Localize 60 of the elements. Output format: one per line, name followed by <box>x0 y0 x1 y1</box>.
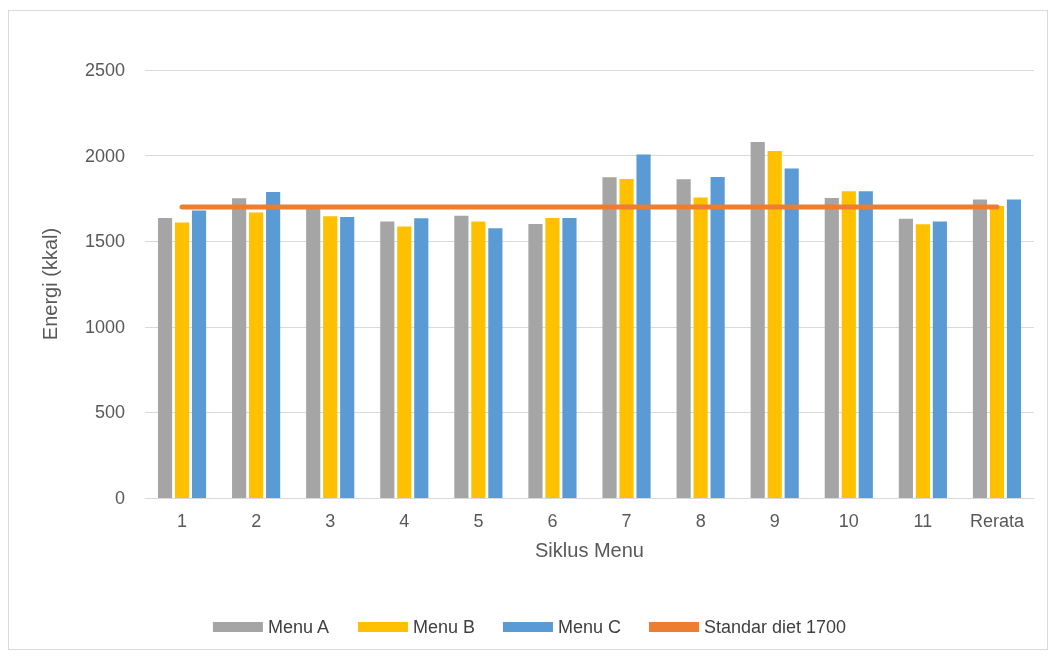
y-tick-label: 500 <box>94 402 125 423</box>
bar <box>306 208 321 498</box>
bar <box>619 178 634 498</box>
bar <box>898 218 913 498</box>
x-tick-label: 2 <box>251 511 262 531</box>
bar <box>232 198 247 498</box>
legend-label: Standar diet 1700 <box>703 617 847 637</box>
bar <box>602 177 617 498</box>
y-tick-label: 2000 <box>84 145 125 166</box>
bar <box>545 217 560 498</box>
bar <box>676 179 691 498</box>
x-tick-label: 10 <box>838 511 859 531</box>
x-axis-title: Siklus Menu <box>535 539 644 561</box>
bar <box>454 215 469 498</box>
x-tick-label: 4 <box>399 511 410 531</box>
x-tick-label: 9 <box>769 511 780 531</box>
y-axis-title: Energi (kkal) <box>39 227 61 341</box>
bar <box>414 218 429 498</box>
bar <box>323 216 338 498</box>
x-tick-label: 8 <box>695 511 706 531</box>
bar <box>710 177 725 498</box>
bar <box>636 154 651 498</box>
legend-label: Menu C <box>557 617 621 637</box>
bar <box>340 216 355 498</box>
x-tick-label: 1 <box>177 511 188 531</box>
bar <box>157 217 173 498</box>
bar <box>380 221 395 498</box>
x-tick-label: 7 <box>621 511 632 531</box>
bar <box>266 191 281 498</box>
bar <box>989 205 1005 498</box>
bar <box>841 191 856 498</box>
bar <box>174 222 190 498</box>
legend-label: Menu B <box>412 617 475 637</box>
bar <box>932 221 947 498</box>
bar <box>784 168 799 498</box>
bar <box>249 212 264 498</box>
x-tick-label: 6 <box>547 511 558 531</box>
y-tick-label: 1000 <box>84 316 125 337</box>
bar <box>471 221 486 498</box>
x-tick-label: Rerata <box>969 511 1025 531</box>
y-tick-label: 0 <box>114 488 125 508</box>
x-tick-label: 5 <box>473 511 484 531</box>
y-tick-label: 2500 <box>84 60 125 80</box>
bar <box>562 217 577 498</box>
bar <box>1006 199 1022 498</box>
bar <box>693 197 708 498</box>
bar <box>528 223 543 498</box>
bar <box>750 141 765 498</box>
bar <box>767 150 782 498</box>
legend-label: Menu A <box>267 617 329 637</box>
bar <box>488 228 503 498</box>
bar <box>858 191 873 498</box>
y-tick-label: 1500 <box>84 231 125 252</box>
bar <box>191 210 207 498</box>
bar <box>915 224 930 498</box>
x-tick-label: 3 <box>325 511 336 531</box>
x-tick-label: 11 <box>913 511 933 531</box>
bar <box>972 199 988 498</box>
bar <box>397 226 412 498</box>
bar <box>824 197 839 498</box>
